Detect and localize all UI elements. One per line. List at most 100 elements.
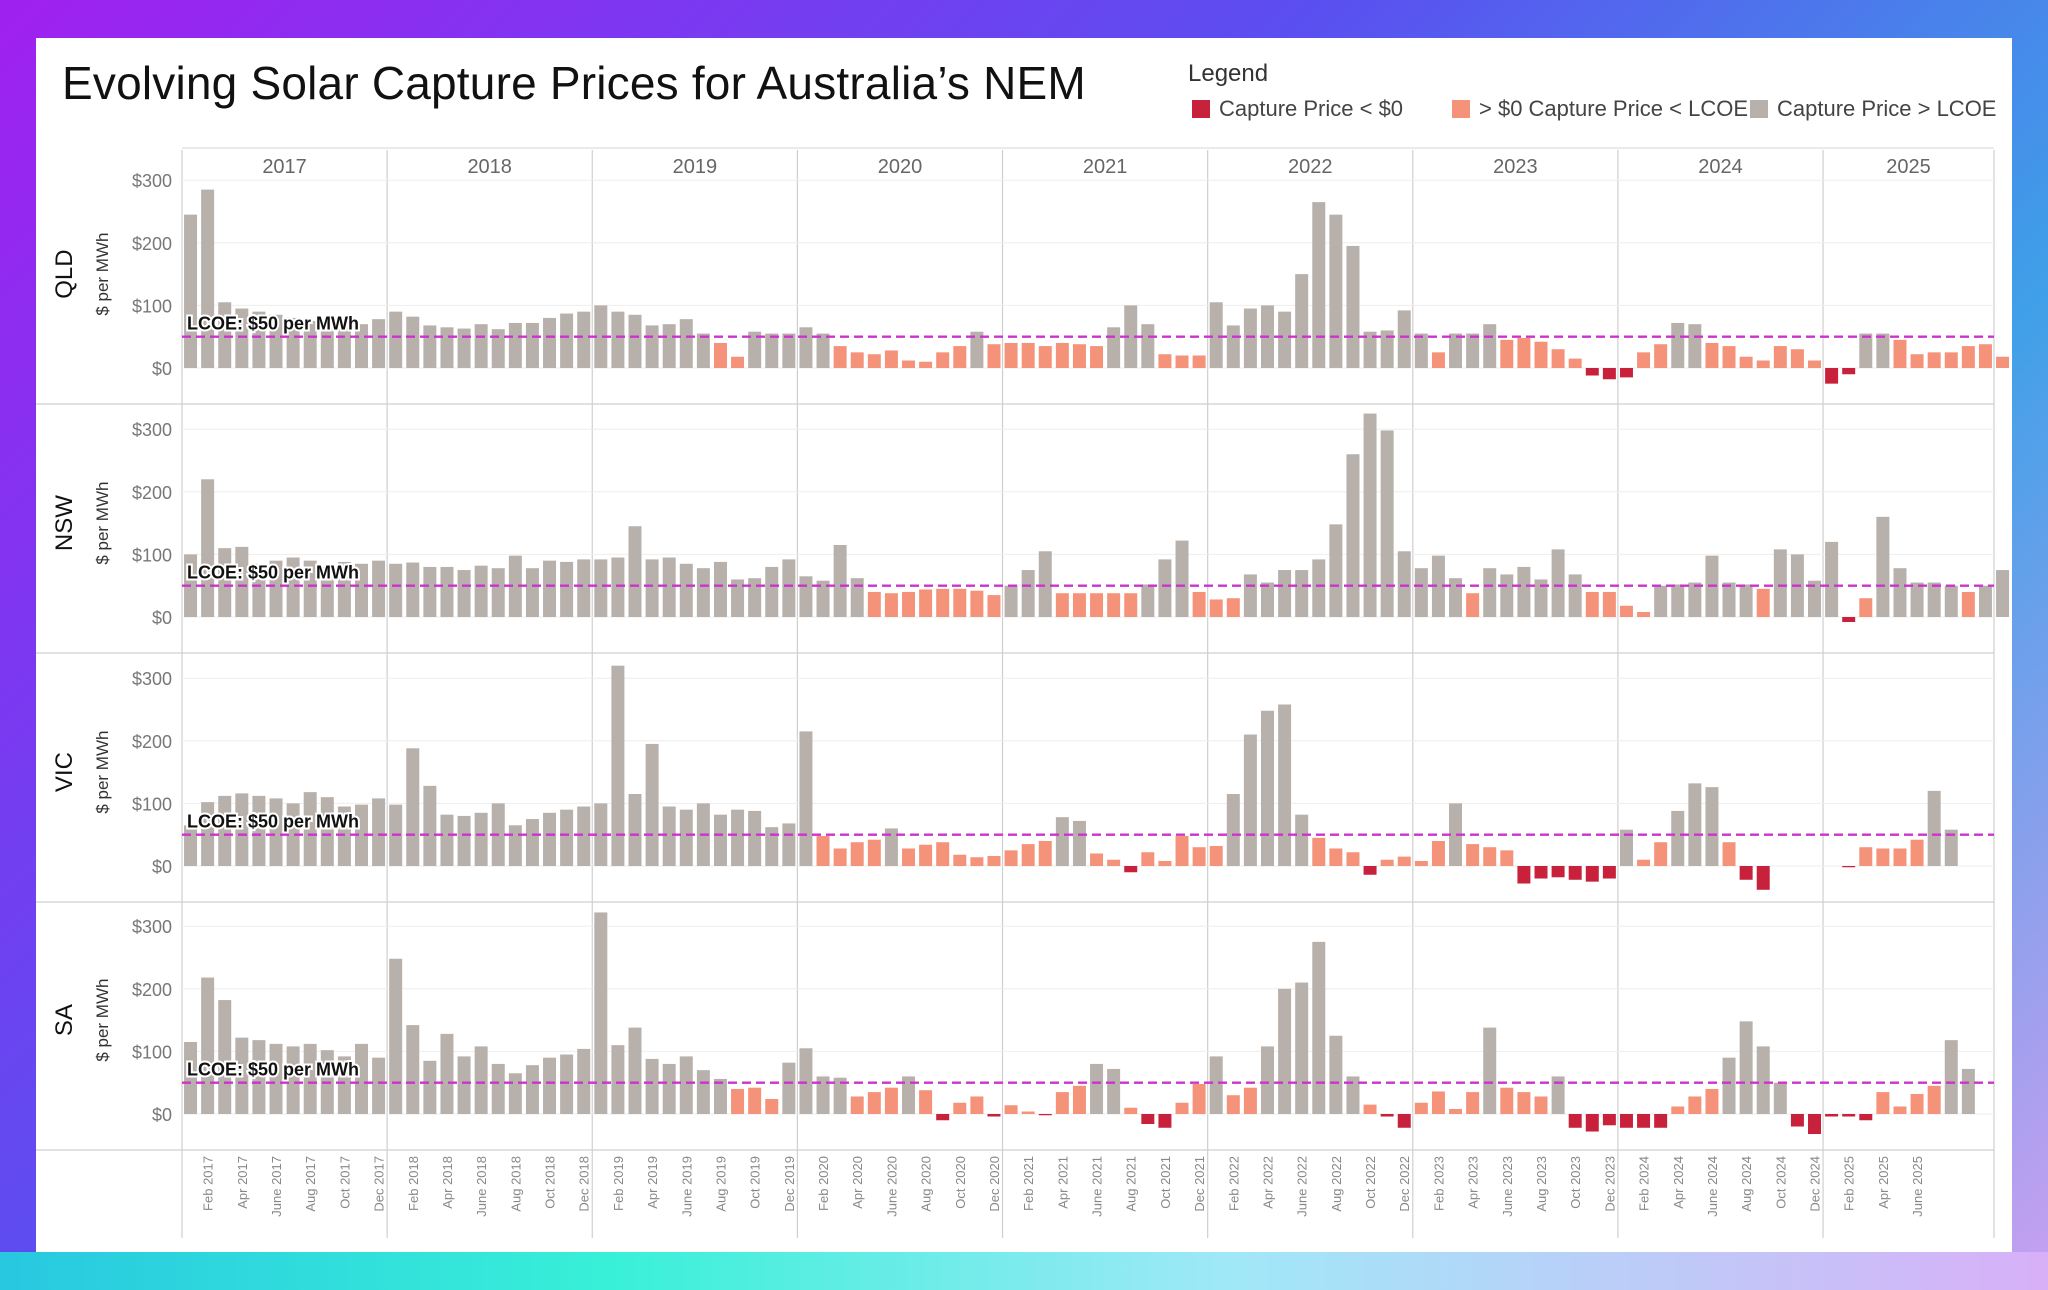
bar-sa xyxy=(1192,1083,1206,1114)
bar-vic xyxy=(423,785,437,866)
bar-nsw xyxy=(884,593,898,617)
bar-sa xyxy=(919,1090,933,1114)
bar-vic xyxy=(765,827,779,866)
bar-qld xyxy=(645,325,659,368)
x-tick-label: Oct 2021 xyxy=(1158,1156,1173,1209)
bar-nsw xyxy=(1756,588,1770,617)
x-tick-label: June 2020 xyxy=(884,1156,899,1217)
bar-nsw xyxy=(936,588,950,617)
bar-sa xyxy=(833,1077,847,1114)
legend-label-negative: Capture Price < $0 xyxy=(1219,96,1404,121)
x-tick-label: Oct 2024 xyxy=(1773,1156,1788,1209)
bar-qld xyxy=(936,352,950,368)
y-axis-title: $ per MWh xyxy=(93,233,112,316)
bar-sa xyxy=(1226,1095,1240,1114)
bar-vic xyxy=(1449,803,1463,866)
x-tick-label: Dec 2020 xyxy=(987,1156,1002,1212)
y-tick-label: $100 xyxy=(132,296,172,316)
bar-qld xyxy=(953,346,967,368)
bar-vic xyxy=(1688,783,1702,866)
bar-nsw xyxy=(1329,524,1343,617)
bar-sa xyxy=(799,1048,813,1114)
bar-nsw xyxy=(1090,593,1104,617)
bar-vic xyxy=(1329,848,1343,866)
bar-sa xyxy=(782,1062,796,1114)
bar-nsw xyxy=(1927,582,1941,617)
bar-qld xyxy=(696,333,710,368)
bar-qld xyxy=(1825,368,1839,384)
bar-sa xyxy=(1619,1114,1633,1128)
bar-nsw xyxy=(662,557,676,617)
x-tick-label: Dec 2017 xyxy=(372,1156,387,1212)
bar-qld xyxy=(1312,202,1326,368)
bar-qld xyxy=(1637,352,1651,368)
bar-qld xyxy=(594,305,608,368)
bar-nsw xyxy=(1500,574,1514,617)
bar-qld xyxy=(1568,358,1582,368)
y-tick-label: $0 xyxy=(152,857,172,877)
bar-sa xyxy=(1038,1114,1052,1116)
bar-vic xyxy=(1175,835,1189,866)
bar-vic xyxy=(1466,844,1480,866)
bar-vic xyxy=(1312,837,1326,866)
y-tick-label: $300 xyxy=(132,917,172,937)
legend-swatch-below-lcoe xyxy=(1452,100,1470,118)
bar-sa xyxy=(1363,1104,1377,1114)
bar-qld xyxy=(1021,342,1035,368)
bar-qld xyxy=(1808,360,1822,368)
bar-qld xyxy=(1842,368,1856,375)
bar-sa xyxy=(867,1092,881,1114)
x-tick-label: Oct 2023 xyxy=(1568,1156,1583,1209)
bar-vic xyxy=(1551,866,1565,878)
bar-sa xyxy=(713,1078,727,1114)
bar-qld xyxy=(491,329,505,368)
bar-sa xyxy=(1517,1092,1531,1114)
bar-sa xyxy=(1585,1114,1599,1132)
bar-vic xyxy=(799,731,813,866)
x-tick-label: Feb 2018 xyxy=(406,1156,421,1211)
bar-vic xyxy=(1397,856,1411,866)
bar-nsw xyxy=(1431,555,1445,617)
bar-sa xyxy=(936,1114,950,1121)
bar-qld xyxy=(1072,344,1086,368)
bar-qld xyxy=(1380,330,1394,368)
bar-sa xyxy=(731,1088,745,1114)
y-tick-label: $200 xyxy=(132,732,172,752)
x-tick-label: Feb 2019 xyxy=(611,1156,626,1211)
bar-nsw xyxy=(1312,559,1326,617)
x-tick-label: June 2024 xyxy=(1705,1156,1720,1217)
bar-vic xyxy=(1927,790,1941,866)
bar-nsw xyxy=(1192,591,1206,617)
bar-vic xyxy=(713,814,727,866)
bar-nsw xyxy=(337,561,351,617)
y-tick-label: $200 xyxy=(132,483,172,503)
bar-nsw xyxy=(286,557,300,617)
bar-qld xyxy=(1158,354,1172,368)
bar-nsw xyxy=(1260,582,1274,617)
y-tick-label: $0 xyxy=(152,359,172,379)
bar-sa xyxy=(1654,1114,1668,1128)
bar-qld xyxy=(201,189,215,368)
bar-nsw xyxy=(543,560,557,617)
x-tick-label: Aug 2018 xyxy=(508,1156,523,1212)
bar-vic xyxy=(919,844,933,866)
bar-sa xyxy=(1158,1114,1172,1128)
bar-qld xyxy=(440,327,454,368)
bar-vic xyxy=(1739,866,1753,880)
bar-sa xyxy=(1944,1040,1958,1114)
chart-card: Evolving Solar Capture Prices for Austra… xyxy=(36,38,2012,1252)
bar-sa xyxy=(1312,941,1326,1114)
bar-nsw xyxy=(1739,584,1753,617)
bar-vic xyxy=(936,842,950,866)
bar-vic xyxy=(679,809,693,866)
bar-nsw xyxy=(218,548,232,617)
bar-sa xyxy=(1602,1114,1616,1126)
x-tick-label: Apr 2024 xyxy=(1671,1156,1686,1209)
bar-nsw xyxy=(1859,598,1873,617)
y-tick-label: $100 xyxy=(132,794,172,814)
bar-nsw xyxy=(1534,579,1548,617)
bar-qld xyxy=(1431,352,1445,368)
bar-sa xyxy=(1961,1068,1975,1114)
x-tick-label: June 2021 xyxy=(1090,1156,1105,1217)
bar-sa xyxy=(423,1060,437,1114)
